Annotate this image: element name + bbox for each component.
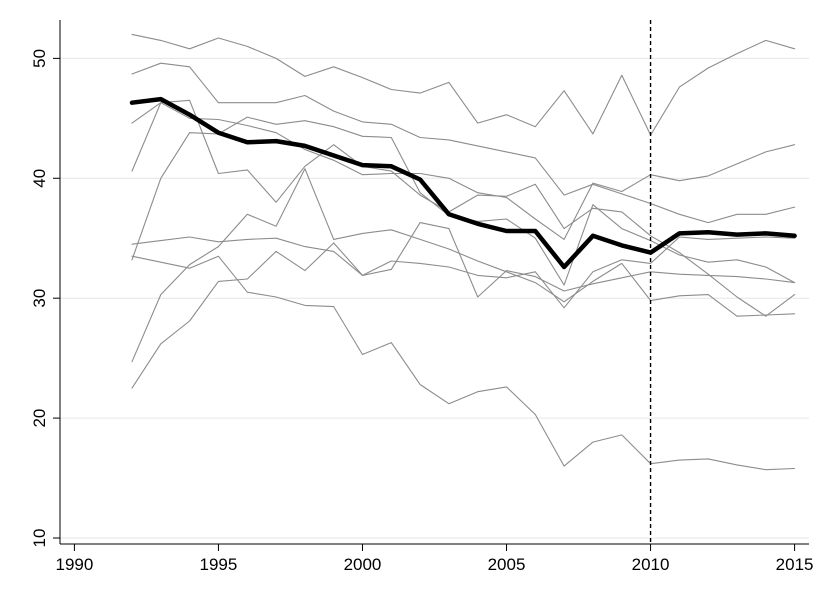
x-tick-label: 2005 bbox=[488, 555, 526, 574]
series-line-5 bbox=[131, 116, 796, 286]
series-line-4 bbox=[131, 102, 796, 240]
x-tick-label: 1995 bbox=[200, 555, 238, 574]
x-tick-label: 2015 bbox=[776, 555, 814, 574]
series-layer bbox=[129, 33, 797, 471]
y-tick-label: 40 bbox=[30, 169, 49, 188]
series-line-2 bbox=[131, 62, 796, 224]
series-line-1 bbox=[131, 33, 796, 136]
y-tick-label: 30 bbox=[30, 289, 49, 308]
axis-layer: 10 20 30 40 50 1990 1995 2000 2005 2010 2015 bbox=[30, 20, 814, 574]
y-tick-label: 10 bbox=[30, 529, 49, 548]
series-line-6 bbox=[131, 222, 796, 298]
x-tick-label: 2000 bbox=[344, 555, 382, 574]
series-line-3 bbox=[131, 99, 796, 317]
series-line-average bbox=[129, 96, 797, 270]
y-tick-label: 50 bbox=[30, 49, 49, 68]
x-tick-label: 1990 bbox=[55, 555, 93, 574]
series-line-9 bbox=[131, 236, 796, 389]
x-tick-label: 2010 bbox=[632, 555, 670, 574]
series-line-8 bbox=[131, 168, 796, 363]
series-line-7 bbox=[131, 255, 796, 471]
y-tick-label: 20 bbox=[30, 409, 49, 428]
grid-layer bbox=[60, 57, 809, 539]
